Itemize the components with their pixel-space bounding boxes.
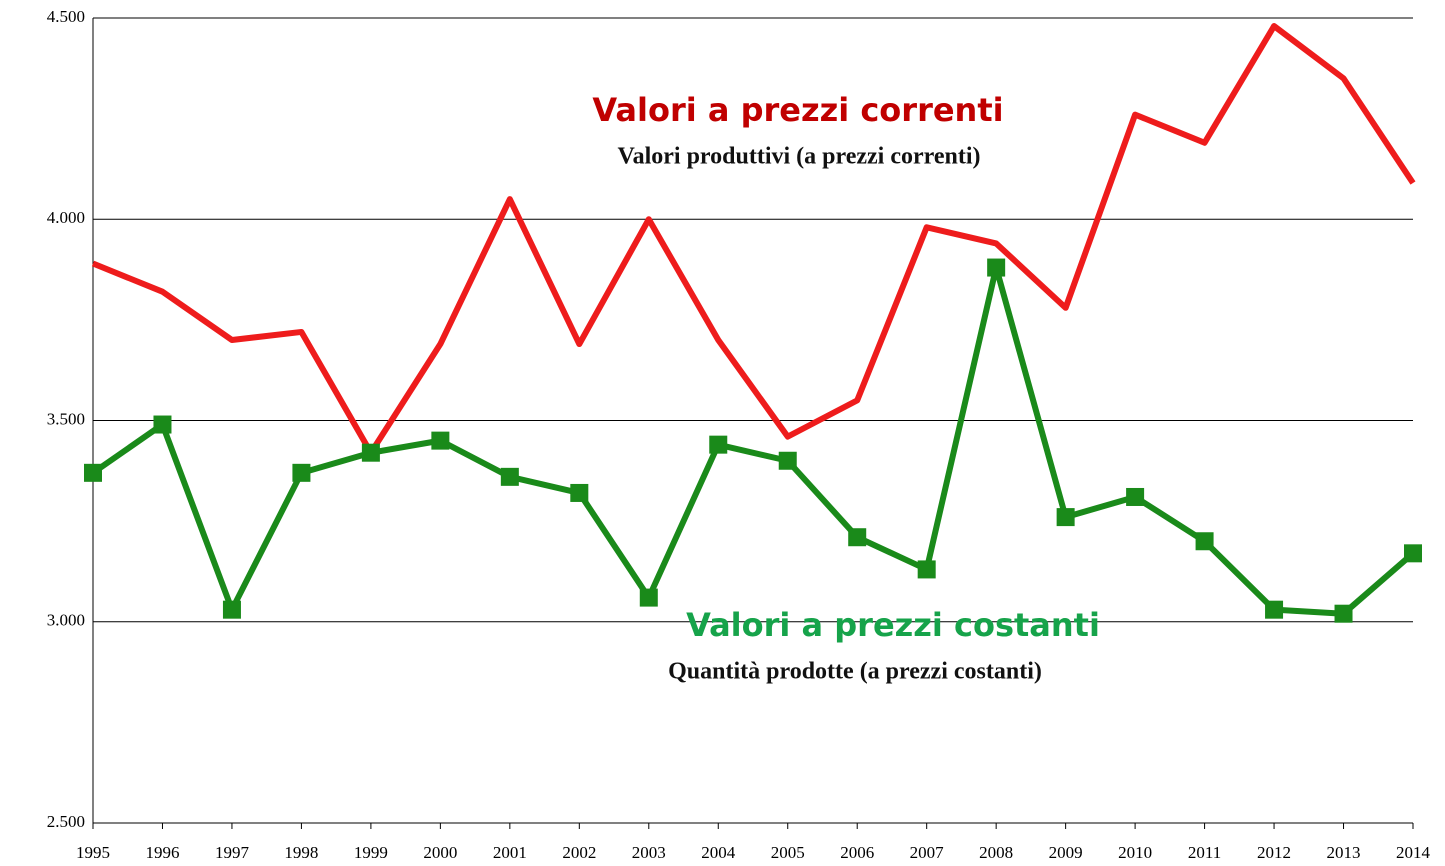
x-tick-label: 2009: [1049, 843, 1083, 862]
x-tick-label: 2004: [701, 843, 736, 862]
x-tick-label: 2007: [910, 843, 945, 862]
marker: [1126, 487, 1145, 506]
x-tick-label: 2006: [840, 843, 874, 862]
marker: [153, 415, 172, 434]
marker: [1056, 508, 1075, 527]
marker: [1265, 600, 1284, 619]
x-tick-label: 2012: [1257, 843, 1291, 862]
annotation: Quantità prodotte (a prezzi costanti): [668, 659, 1042, 685]
marker: [500, 467, 519, 486]
marker: [292, 463, 311, 482]
x-tick-label: 2003: [632, 843, 666, 862]
x-tick-label: 2002: [562, 843, 596, 862]
marker: [431, 431, 450, 450]
series-label: Valori a prezzi costanti: [686, 606, 1100, 644]
x-tick-label: 1995: [76, 843, 110, 862]
y-tick-label: 4.500: [47, 7, 85, 26]
marker: [848, 528, 867, 547]
marker: [778, 451, 797, 470]
marker: [709, 435, 728, 454]
x-tick-label: 1997: [215, 843, 250, 862]
y-tick-label: 2.500: [47, 812, 85, 831]
marker: [222, 600, 241, 619]
marker: [1195, 532, 1214, 551]
marker: [1334, 604, 1353, 623]
x-tick-label: 2000: [423, 843, 457, 862]
series-label: Valori a prezzi correnti: [592, 91, 1003, 129]
x-tick-label: 2001: [493, 843, 527, 862]
marker: [917, 560, 936, 579]
x-tick-label: 1996: [145, 843, 179, 862]
series-line: [91, 264, 1415, 617]
annotation: Valori produttivi (a prezzi correnti): [617, 144, 980, 170]
marker: [84, 463, 102, 482]
marker: [639, 588, 658, 607]
series-line: [91, 23, 1416, 456]
x-tick-label: 1998: [284, 843, 318, 862]
x-tick-label: 2011: [1188, 843, 1221, 862]
y-tick-label: 3.500: [47, 409, 85, 428]
y-tick-label: 4.000: [47, 208, 85, 227]
x-tick-label: 2005: [771, 843, 805, 862]
x-tick-label: 2008: [979, 843, 1013, 862]
x-tick-label: 2010: [1118, 843, 1152, 862]
x-tick-label: 2013: [1327, 843, 1361, 862]
marker: [987, 258, 1006, 277]
marker: [1404, 544, 1422, 563]
marker: [570, 483, 589, 502]
marker: [361, 443, 380, 462]
x-tick-label: 2014: [1396, 843, 1431, 862]
x-tick-label: 1999: [354, 843, 388, 862]
y-tick-label: 3.000: [47, 611, 85, 630]
